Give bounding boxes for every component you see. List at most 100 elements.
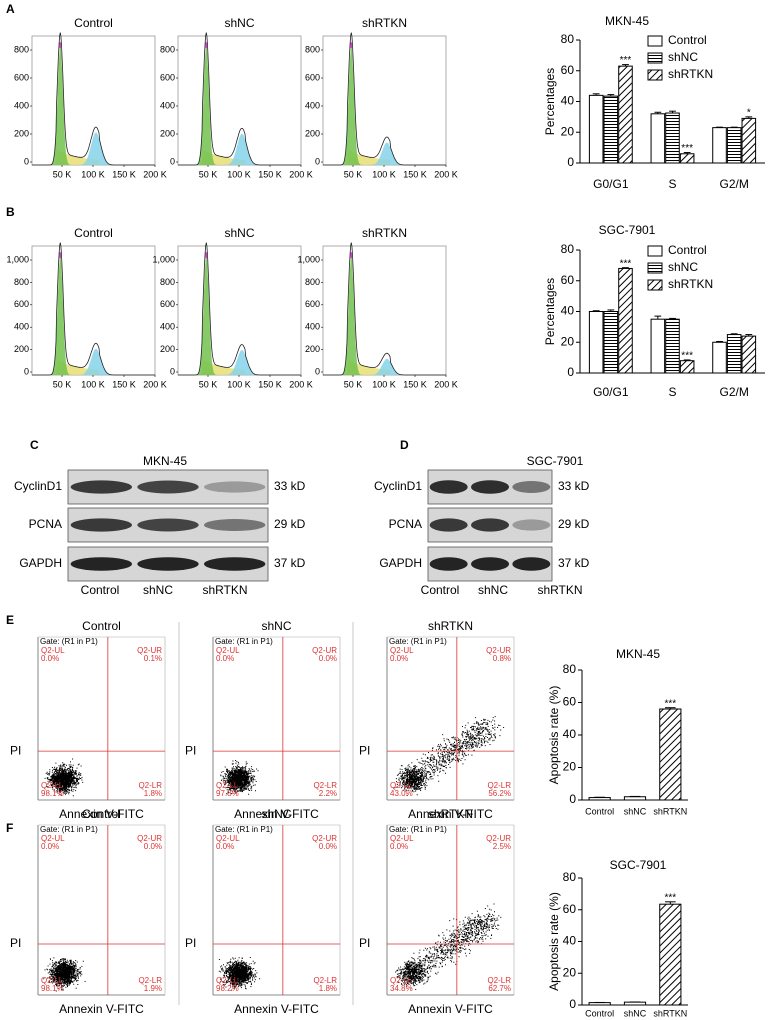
y-tick-label: 200	[14, 128, 29, 138]
bar	[650, 318, 666, 374]
quadrant-name: Q2-LL	[390, 976, 413, 985]
lane-label: shRTKN	[202, 583, 247, 597]
blot-band	[429, 518, 468, 532]
histogram-outline	[32, 242, 155, 376]
histogram-g2-peak	[323, 142, 446, 165]
bar	[741, 117, 757, 164]
y-tick-label: 200	[305, 128, 320, 138]
legend-swatch	[647, 52, 663, 64]
significance: *	[747, 108, 751, 119]
quadrant-name: Q2-LL	[41, 976, 64, 985]
blot-title: SGC-7901	[527, 454, 584, 468]
x-tick-label: S	[668, 177, 676, 191]
y-tick-label: 400	[14, 322, 29, 332]
y-tick-label: 600	[305, 299, 320, 309]
quadrant-name: Q2-LR	[487, 976, 511, 985]
bar	[665, 318, 680, 374]
blot-band	[70, 557, 132, 571]
y-tick-label: 400	[160, 100, 175, 110]
blot-band	[137, 557, 199, 571]
significance: ***	[681, 351, 693, 362]
quadrant-name: Q2-LL	[216, 976, 239, 985]
x-tick-label: Control	[585, 1008, 614, 1018]
quadrant-name: Q2-UR	[486, 834, 511, 843]
bar	[712, 127, 727, 164]
quadrant-value: 0.0%	[144, 842, 162, 851]
histogram-g1-peak	[32, 256, 155, 375]
quadrant-name: Q2-UL	[41, 834, 65, 843]
gate-label: Gate: (R1 in P1)	[389, 637, 447, 646]
gate-label: Gate: (R1 in P1)	[215, 825, 273, 834]
x-tick-label: 150 K	[112, 169, 136, 179]
x-tick-label: 50 K	[199, 169, 218, 179]
x-axis-label: Annexin V-FITC	[59, 1002, 144, 1016]
bar	[588, 1002, 611, 1006]
y-tick-label: 20	[563, 965, 577, 979]
lane-label: Control	[421, 583, 460, 597]
bar	[741, 335, 757, 374]
legend-label: shRTKN	[668, 67, 713, 81]
plot-title: Control	[82, 619, 121, 633]
blot-band	[429, 557, 468, 571]
x-tick-label: 100 K	[227, 379, 251, 389]
quadrant-name: Q2-UR	[137, 834, 162, 843]
bar	[618, 65, 633, 164]
bar	[623, 1001, 647, 1006]
protein-label: CyclinD1	[374, 479, 422, 493]
x-tick-label: 200 K	[289, 379, 313, 389]
histogram-g1-peak	[32, 46, 155, 165]
y-tick-label: 200	[14, 344, 29, 354]
legend-label: shRTKN	[668, 277, 713, 291]
y-axis-label: PI	[10, 743, 21, 757]
y-tick-label: 1,000	[152, 254, 175, 264]
y-tick-label: 1,000	[297, 254, 320, 264]
gate-label: Gate: (R1 in P1)	[40, 825, 98, 834]
bar	[588, 797, 611, 801]
quadrant-value: 34.8%	[390, 984, 413, 993]
legend-swatch	[647, 69, 663, 81]
x-axis-label: Annexin V-FITC	[408, 807, 493, 821]
y-tick-label: 0	[170, 156, 175, 166]
x-axis-label: Annexin V-FITC	[234, 807, 319, 821]
size-label: 29 kD	[274, 517, 306, 531]
panel-label: C	[30, 438, 39, 452]
quadrant-name: Q2-UL	[216, 834, 240, 843]
histogram-outline	[178, 32, 301, 166]
blot-band	[204, 519, 266, 531]
panel-label: D	[400, 438, 409, 452]
chart-title: MKN-45	[616, 647, 660, 661]
chart-title: SGC-7901	[610, 858, 667, 872]
size-label: 37 kD	[558, 556, 590, 570]
histogram-g1-peak	[323, 46, 446, 165]
blot-band	[70, 480, 132, 494]
x-tick-label: shNC	[624, 806, 647, 816]
x-tick-label: 100 K	[81, 169, 105, 179]
gate-label: Gate: (R1 in P1)	[40, 637, 98, 646]
legend-label: Control	[668, 33, 707, 47]
quadrant-name: Q2-LL	[41, 781, 64, 790]
quadrant-value: 62.7%	[488, 984, 511, 993]
y-tick-label: 800	[160, 277, 175, 287]
y-tick-label: 40	[561, 94, 575, 108]
histogram-g2-peak	[32, 348, 155, 375]
y-tick-label: 60	[561, 63, 575, 77]
quadrant-name: Q2-UL	[41, 646, 65, 655]
legend-swatch	[647, 279, 663, 291]
blot-band	[70, 518, 132, 532]
x-tick-label: 200 K	[434, 169, 458, 179]
quadrant-name: Q2-LR	[313, 781, 337, 790]
x-axis-label: Annexin V-FITC	[59, 807, 144, 821]
x-tick-label: G0/G1	[593, 385, 629, 399]
y-axis-title: Percentages	[543, 68, 557, 135]
bar	[618, 267, 633, 374]
legend-label: shNC	[668, 260, 698, 274]
blot-band	[137, 518, 199, 532]
x-tick-label: S	[668, 385, 676, 399]
bar	[623, 796, 647, 801]
y-tick-label: 800	[14, 44, 29, 54]
y-tick-label: 80	[561, 242, 575, 256]
y-tick-label: 0	[567, 365, 574, 379]
blot-band	[470, 480, 510, 494]
y-tick-label: 20	[563, 760, 577, 774]
